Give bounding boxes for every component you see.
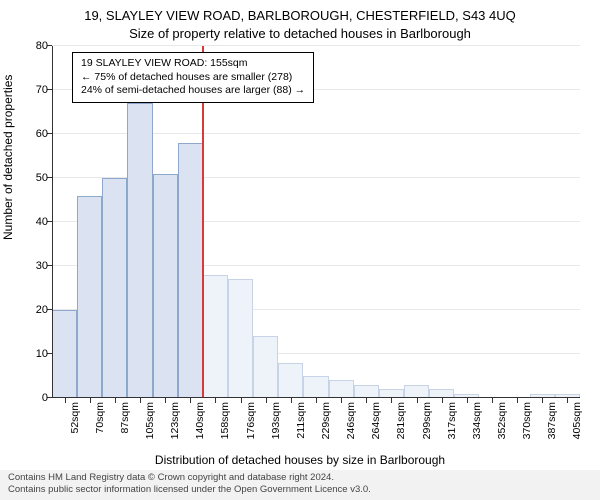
ytick-label: 30 <box>22 260 48 272</box>
x-axis-label: Distribution of detached houses by size … <box>0 453 600 467</box>
xtick-mark <box>417 398 418 403</box>
xtick-mark <box>391 398 392 403</box>
histogram-bar <box>303 376 328 398</box>
xtick-label: 176sqm <box>245 402 257 439</box>
xtick-label: 370sqm <box>521 402 533 439</box>
xtick-label: 334sqm <box>471 402 483 439</box>
xtick-mark <box>492 398 493 403</box>
histogram-bar <box>52 310 77 398</box>
xtick-mark <box>517 398 518 403</box>
x-axis <box>52 397 580 398</box>
xtick-label: 140sqm <box>194 402 206 439</box>
xtick-mark <box>366 398 367 403</box>
y-axis-label: Number of detached properties <box>1 75 15 240</box>
xtick-label: 105sqm <box>144 402 156 439</box>
xtick-label: 317sqm <box>446 402 458 439</box>
xtick-mark <box>567 398 568 403</box>
chart-container: 19, SLAYLEY VIEW ROAD, BARLBOROUGH, CHES… <box>0 0 600 500</box>
xtick-label: 246sqm <box>345 402 357 439</box>
footer-line1: Contains HM Land Registry data © Crown c… <box>8 472 592 484</box>
ytick-label: 60 <box>22 128 48 140</box>
ytick-label: 50 <box>22 172 48 184</box>
chart-title-subtitle: Size of property relative to detached ho… <box>0 26 600 41</box>
xtick-mark <box>241 398 242 403</box>
histogram-bar <box>203 275 228 398</box>
annotation-line2: ← 75% of detached houses are smaller (27… <box>81 71 305 85</box>
xtick-mark <box>291 398 292 403</box>
plot-area: 0102030405060708052sqm70sqm87sqm105sqm12… <box>52 46 580 398</box>
xtick-label: 229sqm <box>320 402 332 439</box>
histogram-bar <box>228 279 253 398</box>
footer-line2: Contains public sector information licen… <box>8 484 592 496</box>
xtick-label: 352sqm <box>496 402 508 439</box>
xtick-mark <box>90 398 91 403</box>
histogram-bar <box>329 380 354 398</box>
xtick-label: 158sqm <box>219 402 231 439</box>
chart-footer: Contains HM Land Registry data © Crown c… <box>0 470 600 500</box>
xtick-mark <box>190 398 191 403</box>
ytick-label: 20 <box>22 304 48 316</box>
chart-title-address: 19, SLAYLEY VIEW ROAD, BARLBOROUGH, CHES… <box>0 8 600 23</box>
xtick-label: 387sqm <box>546 402 558 439</box>
xtick-label: 87sqm <box>119 402 131 434</box>
histogram-bar <box>102 178 127 398</box>
ytick-label: 0 <box>22 392 48 404</box>
xtick-mark <box>316 398 317 403</box>
grid-line <box>52 45 580 46</box>
histogram-bar <box>278 363 303 398</box>
ytick-label: 80 <box>22 40 48 52</box>
annotation-line1: 19 SLAYLEY VIEW ROAD: 155sqm <box>81 57 305 71</box>
xtick-mark <box>442 398 443 403</box>
xtick-label: 281sqm <box>395 402 407 439</box>
xtick-label: 70sqm <box>94 402 106 434</box>
xtick-label: 405sqm <box>571 402 583 439</box>
xtick-mark <box>542 398 543 403</box>
annotation-box: 19 SLAYLEY VIEW ROAD: 155sqm← 75% of det… <box>72 52 314 103</box>
histogram-bar <box>178 143 203 398</box>
histogram-bar <box>77 196 102 398</box>
xtick-mark <box>215 398 216 403</box>
xtick-mark <box>140 398 141 403</box>
ytick-label: 10 <box>22 348 48 360</box>
y-axis <box>52 46 53 398</box>
annotation-line3: 24% of semi-detached houses are larger (… <box>81 84 305 98</box>
ytick-label: 40 <box>22 216 48 228</box>
xtick-label: 193sqm <box>270 402 282 439</box>
ytick-label: 70 <box>22 84 48 96</box>
xtick-label: 211sqm <box>295 402 307 439</box>
xtick-mark <box>341 398 342 403</box>
xtick-mark <box>65 398 66 403</box>
xtick-label: 123sqm <box>169 402 181 439</box>
xtick-label: 52sqm <box>69 402 81 434</box>
xtick-mark <box>165 398 166 403</box>
xtick-mark <box>115 398 116 403</box>
xtick-mark <box>467 398 468 403</box>
histogram-bar <box>153 174 178 398</box>
xtick-mark <box>266 398 267 403</box>
xtick-label: 299sqm <box>421 402 433 439</box>
histogram-bar <box>253 336 278 398</box>
histogram-bar <box>127 103 152 398</box>
xtick-label: 264sqm <box>370 402 382 439</box>
